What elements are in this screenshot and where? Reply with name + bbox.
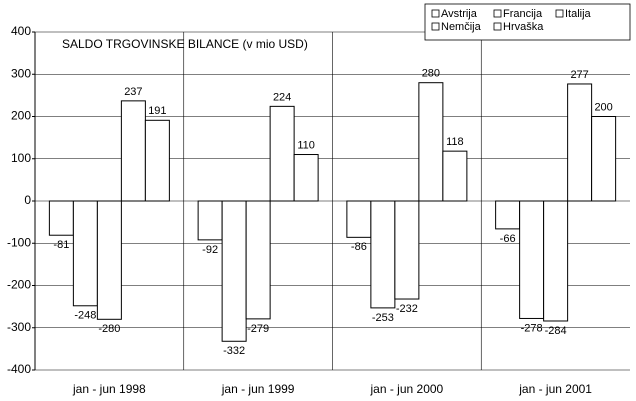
value-label: -332 [223,345,245,357]
value-label: -92 [202,244,218,256]
value-label: -280 [98,323,120,335]
bar [144,119,170,202]
y-tick-label: -400 [7,362,31,376]
y-tick-label: -200 [7,278,31,292]
bar [269,105,295,202]
legend-swatch [431,9,440,18]
legend-label: Nemčija [441,21,482,33]
value-label: -248 [74,310,96,322]
bar [72,200,98,307]
bar [120,100,146,202]
value-label: 224 [273,91,291,103]
value-label: 191 [148,105,166,117]
legend-label: Francija [503,8,543,20]
legend-swatch [493,9,502,18]
y-tick-label: 100 [11,151,31,165]
bar [48,200,74,236]
bar [394,200,420,300]
bar [221,200,247,342]
legend-label: Avstrija [441,8,478,20]
legend-swatch [493,22,502,31]
y-tick-label: 400 [11,24,31,38]
y-tick-label: 300 [11,66,31,80]
bar [370,200,396,309]
value-label: -81 [53,239,69,251]
y-tick-label: 200 [11,109,31,123]
value-label: 110 [297,139,315,151]
bar [346,200,372,238]
bar [495,200,521,230]
bar [519,200,545,319]
value-label: -279 [247,323,269,335]
value-label: 277 [570,69,588,81]
x-tick-label: jan - jun 2000 [370,382,444,396]
y-tick-label: -100 [7,235,31,249]
bar [543,200,569,322]
value-label: 200 [594,101,612,113]
value-label: -232 [396,303,418,315]
bar [293,154,319,202]
bar [245,200,271,320]
value-label: -278 [521,322,543,334]
x-tick-label: jan - jun 1999 [221,382,295,396]
legend-label: Italija [565,8,592,20]
bar [96,200,122,320]
bar [591,116,617,202]
value-label: 118 [446,136,464,148]
value-label: 280 [422,68,440,80]
value-label: -86 [351,241,367,253]
bar [418,82,444,202]
y-tick-label: -300 [7,320,31,334]
bar [567,83,593,202]
legend-box [424,3,631,41]
legend-swatch [555,9,564,18]
value-label: -284 [545,325,567,337]
value-label: -253 [372,312,394,324]
value-label: 237 [124,86,142,98]
bar [442,150,468,202]
y-tick-label: 0 [24,193,31,207]
value-label: -66 [500,233,516,245]
legend-label: Hrvaška [503,21,544,33]
x-tick-label: jan - jun 2001 [518,382,592,396]
x-tick-label: jan - jun 1998 [72,382,146,396]
chart-title: SALDO TRGOVINSKE BILANCE (v mio USD) [62,37,308,51]
bar [197,200,223,241]
legend-swatch [431,22,440,31]
